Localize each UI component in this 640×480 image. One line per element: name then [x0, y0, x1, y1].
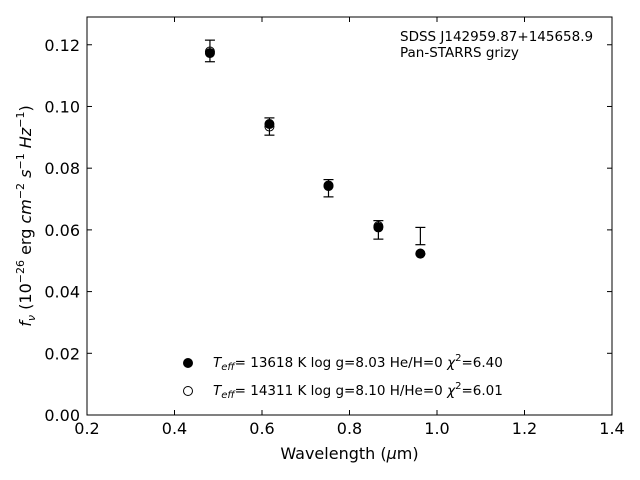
x-tick-label: 0.2	[74, 419, 99, 438]
legend-marker-filled	[183, 358, 193, 368]
y-tick-label: 0.04	[44, 283, 80, 302]
x-tick-label: 0.6	[249, 419, 274, 438]
legend-entry-2: Teff= 14311 K log g=8.10 H/He=0 χ2=6.01	[213, 381, 503, 401]
y-tick-label: 0.02	[44, 344, 80, 363]
model-point-open	[323, 181, 334, 192]
x-tick-label: 1.0	[424, 419, 449, 438]
y-tick-label: 0.00	[44, 406, 80, 425]
axis-ticks: 0.2 0.4 0.6 0.8 1.0 1.2 1.4 0.00 0.02 0.04 0.06 0.0…	[44, 17, 625, 438]
x-axis-label: Wavelength (μm)	[280, 444, 418, 463]
plot-frame	[86, 16, 613, 416]
annotation-line-1: SDSS J142959.87+145658.9	[400, 29, 593, 45]
x-tick-label: 0.8	[337, 419, 362, 438]
y-tick-label: 0.10	[44, 97, 80, 116]
annotation-line-2: Pan-STARRS grizy	[400, 45, 519, 61]
x-tick-label: 1.2	[512, 419, 537, 438]
x-tick-label: 0.4	[162, 419, 187, 438]
y-tick-label: 0.08	[44, 159, 80, 178]
y-tick-label: 0.06	[44, 221, 80, 240]
legend-marker-open	[183, 386, 193, 396]
data-points	[204, 46, 426, 259]
model-point-filled	[264, 119, 275, 130]
model-point-open	[204, 46, 215, 57]
legend-entry-1: Teff= 13618 K log g=8.03 He/H=0 χ2=6.40	[213, 353, 503, 373]
model-point-open	[415, 248, 426, 259]
model-point-open	[264, 121, 275, 132]
y-axis-label: fν (10−26 erg cm−2 s−1 Hz−1)	[14, 105, 38, 326]
x-tick-label: 1.4	[599, 419, 624, 438]
model-point-open	[373, 221, 384, 232]
legend: Teff= 13618 K log g=8.03 He/H=0 χ2=6.40 …	[183, 353, 503, 401]
y-tick-label: 0.12	[44, 36, 80, 55]
